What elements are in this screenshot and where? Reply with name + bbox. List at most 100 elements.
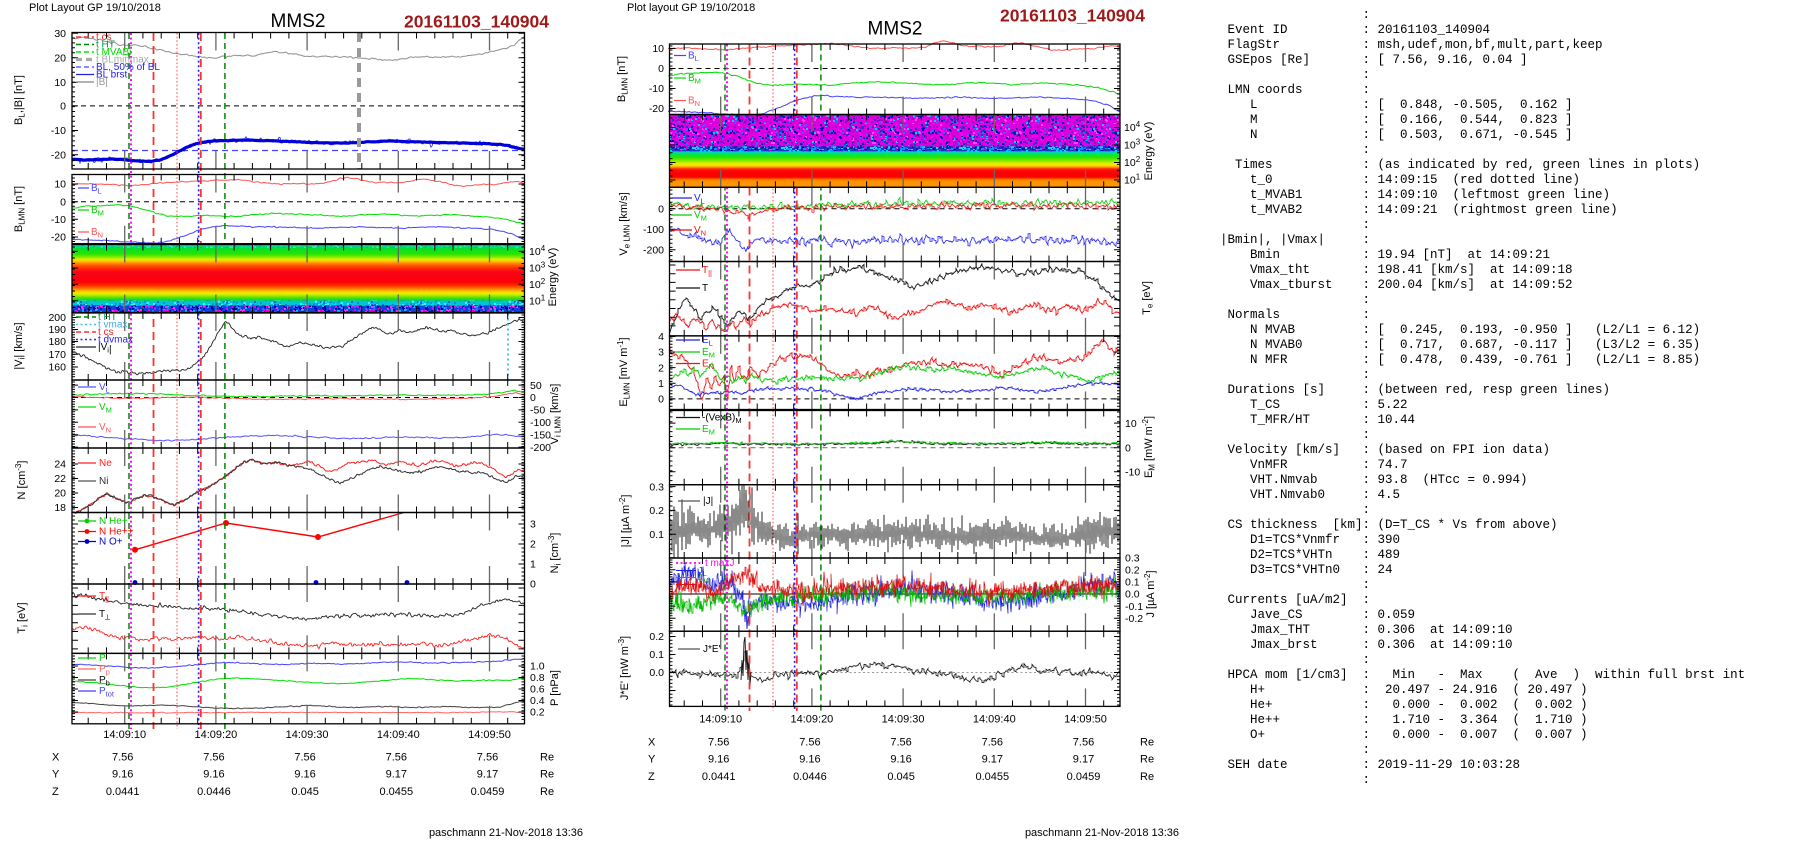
svg-text:9.17: 9.17: [1073, 754, 1094, 766]
svg-text:Plot Layout GP 19/10/2018: Plot Layout GP 19/10/2018: [29, 2, 161, 14]
svg-text:VL: VL: [99, 382, 110, 395]
svg-text:-100: -100: [530, 417, 551, 429]
svg-text:0.0459: 0.0459: [471, 786, 505, 798]
svg-text:BM: BM: [91, 205, 104, 218]
svg-text:7.56: 7.56: [982, 736, 1003, 748]
svg-text:-10: -10: [649, 83, 664, 95]
svg-text:-200: -200: [530, 442, 551, 454]
svg-text:X: X: [648, 736, 656, 748]
svg-text:7.56: 7.56: [203, 751, 224, 763]
svg-text:7.56: 7.56: [708, 736, 729, 748]
svg-text:Energy (eV): Energy (eV): [1143, 122, 1155, 181]
svg-text:VL: VL: [694, 193, 705, 206]
svg-text:2: 2: [658, 362, 664, 374]
svg-text:Z: Z: [52, 786, 59, 798]
svg-text:-0.1: -0.1: [1125, 601, 1143, 613]
svg-text:20: 20: [54, 488, 66, 500]
svg-text:N O+: N O+: [99, 537, 123, 548]
svg-text:|Vi|: |Vi|: [98, 342, 112, 356]
svg-text:EM: EM: [702, 347, 715, 360]
svg-text:-50: -50: [530, 405, 545, 417]
svg-text:0: 0: [658, 394, 664, 406]
svg-text:0.2: 0.2: [649, 631, 664, 643]
svg-text:J*E': J*E': [703, 644, 721, 655]
svg-text:BM: BM: [688, 73, 701, 86]
svg-text:0.045: 0.045: [887, 771, 915, 783]
svg-text:BL brst: BL brst: [96, 70, 128, 81]
svg-text:Re: Re: [1140, 771, 1154, 783]
svg-text:9.16: 9.16: [799, 754, 820, 766]
svg-text:0.1: 0.1: [649, 649, 664, 661]
svg-text:t cs: t cs: [98, 327, 114, 338]
svg-text:X: X: [52, 751, 60, 763]
svg-text:-20: -20: [51, 232, 66, 244]
svg-text:paschmann 21-Nov-2018 13:36: paschmann 21-Nov-2018 13:36: [1025, 827, 1179, 839]
svg-text:20: 20: [54, 53, 66, 65]
svg-text:14:09:40: 14:09:40: [377, 729, 420, 741]
svg-text:0: 0: [658, 63, 664, 75]
svg-text:1: 1: [530, 559, 536, 571]
svg-text:Re: Re: [540, 751, 554, 763]
svg-text:7.56: 7.56: [112, 751, 133, 763]
svg-text:0.0446: 0.0446: [197, 786, 231, 798]
svg-text:7.56: 7.56: [386, 751, 407, 763]
svg-text:EM [mW m-2]: EM [mW m-2]: [1141, 416, 1157, 478]
svg-text:9.16: 9.16: [294, 769, 315, 781]
svg-text:-10: -10: [51, 125, 66, 137]
svg-text:-10: -10: [1125, 466, 1140, 478]
svg-text:0.2: 0.2: [1125, 565, 1140, 577]
svg-text:Re: Re: [540, 786, 554, 798]
svg-text:VN: VN: [99, 422, 111, 435]
svg-text:BL: BL: [91, 183, 102, 196]
svg-text:0.8: 0.8: [530, 672, 545, 684]
svg-text:9.16: 9.16: [890, 754, 911, 766]
svg-text:t cs: t cs: [96, 32, 112, 43]
svg-text:-10: -10: [51, 214, 66, 226]
svg-text:14:09:30: 14:09:30: [286, 729, 329, 741]
svg-text:50: 50: [530, 380, 542, 392]
svg-text:BL,|B| [nT]: BL,|B| [nT]: [13, 75, 27, 125]
svg-text:EL: EL: [702, 335, 713, 348]
svg-text:20161103_140904: 20161103_140904: [1000, 6, 1145, 26]
svg-text:9.16: 9.16: [203, 769, 224, 781]
svg-text:P [nPa]: P [nPa]: [549, 670, 561, 706]
svg-text:t vmax: t vmax: [98, 320, 127, 331]
svg-text:14:09:10: 14:09:10: [699, 713, 742, 725]
svg-text:-200: -200: [643, 244, 664, 256]
svg-text:-150: -150: [530, 429, 551, 441]
svg-text:Ni: Ni: [99, 476, 108, 487]
svg-text:7.56: 7.56: [477, 751, 498, 763]
svg-text:1: 1: [658, 378, 664, 390]
svg-text:Re: Re: [1140, 736, 1154, 748]
svg-text:0.0441: 0.0441: [106, 786, 140, 798]
svg-text:|J| [µA m-2]: |J| [µA m-2]: [618, 495, 632, 548]
svg-text:JN: JN: [698, 580, 708, 593]
svg-text:BN: BN: [688, 96, 700, 109]
svg-text:BN: BN: [91, 227, 103, 240]
svg-text:20161103_140904: 20161103_140904: [404, 12, 549, 32]
svg-text:N He++: N He++: [99, 527, 134, 538]
svg-text:0.1: 0.1: [649, 529, 664, 541]
svg-text:VM: VM: [99, 402, 112, 415]
svg-text:paschmann 21-Nov-2018 13:36: paschmann 21-Nov-2018 13:36: [429, 827, 583, 839]
svg-text:18: 18: [54, 502, 66, 514]
svg-text:0.6: 0.6: [530, 684, 545, 696]
svg-text:EN: EN: [702, 359, 714, 372]
svg-text:Pp: Pp: [99, 664, 110, 677]
svg-text:t HT: t HT: [96, 40, 115, 51]
svg-text:7.56: 7.56: [799, 736, 820, 748]
svg-text:0: 0: [658, 203, 664, 215]
svg-text:10: 10: [54, 77, 66, 89]
svg-text:4: 4: [658, 331, 664, 343]
svg-text:-20: -20: [51, 150, 66, 162]
svg-text:P: P: [99, 653, 106, 664]
svg-text:24: 24: [54, 459, 66, 471]
svg-text:0: 0: [530, 579, 536, 591]
svg-text:Ptot: Ptot: [99, 686, 115, 699]
svg-text:J [µA m-2]: J [µA m-2]: [1143, 570, 1157, 617]
svg-text:t BLminmax: t BLminmax: [96, 55, 149, 66]
svg-text:|Vi| [km/s]: |Vi| [km/s]: [13, 322, 27, 369]
svg-text:t dvmax: t dvmax: [98, 335, 133, 346]
svg-text:0.0455: 0.0455: [379, 786, 413, 798]
svg-text:T||: T||: [702, 265, 712, 278]
